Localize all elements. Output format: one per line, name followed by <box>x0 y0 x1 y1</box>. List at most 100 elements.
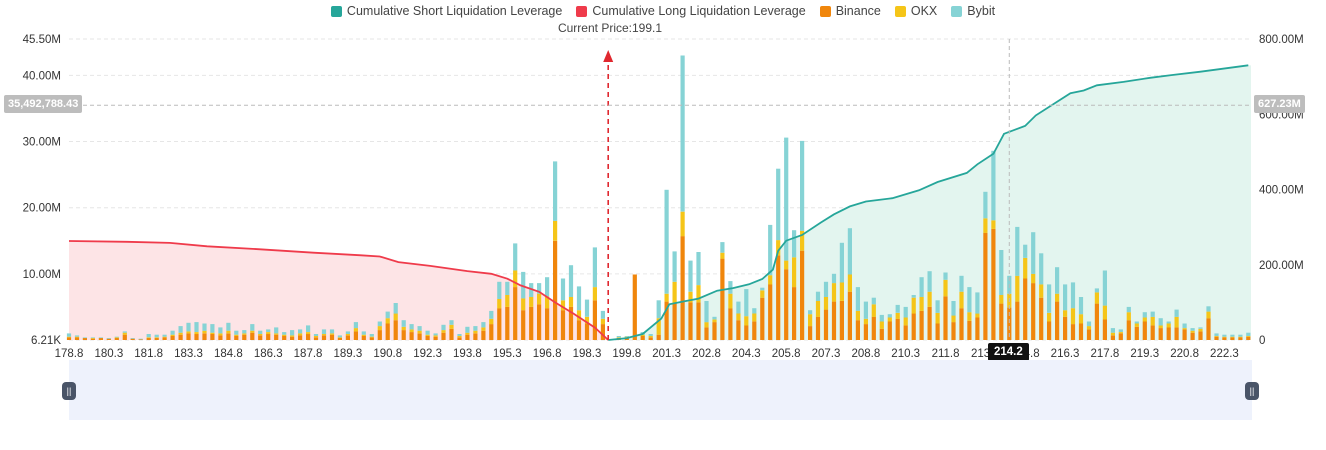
bar-binance <box>226 333 231 340</box>
bar-okx <box>863 318 868 325</box>
bar-binance <box>194 334 199 340</box>
bar-okx <box>505 295 510 307</box>
bar-okx <box>449 324 454 329</box>
bar-okx <box>1015 275 1020 302</box>
bar-binance <box>1007 307 1012 340</box>
bar-bybit <box>600 310 605 319</box>
bar-okx <box>935 312 940 324</box>
legend-item-cumulative-long[interactable]: Cumulative Long Liquidation Leverage <box>576 4 806 18</box>
bar-binance <box>377 330 382 340</box>
bar-binance <box>465 334 470 340</box>
bar-okx <box>194 332 199 335</box>
bar-okx <box>218 333 223 336</box>
bar-bybit <box>1031 232 1036 274</box>
legend-swatch-icon <box>894 5 906 17</box>
bar-okx <box>306 332 311 335</box>
bar-binance <box>313 337 319 340</box>
bar-binance <box>776 255 781 340</box>
y-right-tick-label: 200.00M <box>1259 260 1304 272</box>
x-tick-label: 184.8 <box>214 348 243 360</box>
bar-bybit <box>90 337 95 339</box>
bar-bybit <box>624 336 629 337</box>
bar-bybit <box>999 250 1004 295</box>
long-liquidation-area <box>69 241 609 340</box>
bar-okx <box>274 333 279 335</box>
legend-item-bybit[interactable]: Bybit <box>951 4 995 18</box>
bar-okx <box>369 336 374 338</box>
bar-bybit <box>553 161 558 221</box>
bar-bybit <box>306 325 311 332</box>
bar-okx <box>1238 336 1243 338</box>
bar-bybit <box>760 287 765 291</box>
bar-binance <box>752 321 757 340</box>
bar-bybit <box>433 333 438 336</box>
bar-binance <box>385 323 390 340</box>
bar-bybit <box>855 287 860 311</box>
bar-bybit <box>489 310 494 319</box>
bar-bybit <box>1078 297 1084 315</box>
bar-okx <box>266 332 271 335</box>
bar-binance <box>146 338 151 340</box>
bar-okx <box>513 270 518 287</box>
chart-legend: Cumulative Short Liquidation Leverage Cu… <box>0 4 1326 18</box>
x-tick-label: 202.8 <box>692 348 721 360</box>
bar-bybit <box>815 291 821 301</box>
bar-bybit <box>537 283 542 294</box>
bar-bybit <box>616 336 621 338</box>
zoom-brush-slider[interactable]: || || <box>62 360 1259 420</box>
bar-binance <box>457 337 462 340</box>
bar-bybit <box>576 286 582 311</box>
bar-binance <box>489 324 494 340</box>
bar-okx <box>425 334 430 336</box>
legend-item-cumulative-short[interactable]: Cumulative Short Liquidation Leverage <box>330 4 562 18</box>
x-tick-label: 211.8 <box>932 348 960 360</box>
bar-bybit <box>274 327 279 334</box>
bar-okx <box>911 297 916 314</box>
legend-item-binance[interactable]: Binance <box>819 4 881 18</box>
bar-bybit <box>282 332 287 335</box>
bar-okx <box>457 336 462 338</box>
bar-binance <box>417 333 422 340</box>
bar-okx <box>1047 312 1052 322</box>
bar-bybit <box>879 314 884 322</box>
bar-binance <box>1246 336 1251 340</box>
bar-bybit <box>1190 328 1195 331</box>
bar-okx <box>895 312 900 319</box>
bar-binance <box>401 330 406 340</box>
bar-bybit <box>1102 270 1107 306</box>
bar-okx <box>752 313 757 322</box>
bar-bybit <box>720 242 725 253</box>
brush-left-handle-icon[interactable]: || <box>62 382 76 400</box>
bar-bybit <box>178 326 183 333</box>
bar-binance <box>162 337 167 340</box>
bar-bybit <box>130 338 135 339</box>
bar-binance <box>90 338 95 340</box>
x-tick-label: 201.3 <box>652 348 681 360</box>
bar-bybit <box>194 322 199 332</box>
bar-bybit <box>393 303 398 314</box>
bar-okx <box>991 220 996 229</box>
bar-binance <box>592 300 597 340</box>
bar-okx <box>999 295 1004 304</box>
bar-binance <box>871 316 876 340</box>
bar-bybit <box>1055 267 1060 294</box>
bar-bybit <box>329 329 335 334</box>
bar-bybit <box>1246 332 1251 336</box>
bar-bybit <box>298 329 303 334</box>
bar-bybit <box>568 265 574 297</box>
bar-okx <box>1198 328 1203 332</box>
bar-okx <box>1055 293 1060 302</box>
bar-bybit <box>242 330 247 334</box>
bar-okx <box>1182 328 1187 330</box>
x-tick-label: 199.8 <box>612 348 641 360</box>
bar-binance <box>505 306 510 340</box>
bar-okx <box>1086 326 1092 330</box>
bar-bybit <box>258 330 263 334</box>
bar-okx <box>815 301 821 317</box>
bar-binance <box>704 327 709 340</box>
bar-okx <box>321 334 327 336</box>
bar-okx <box>122 332 127 335</box>
legend-item-okx[interactable]: OKX <box>894 4 937 18</box>
brush-right-handle-icon[interactable]: || <box>1245 382 1259 400</box>
